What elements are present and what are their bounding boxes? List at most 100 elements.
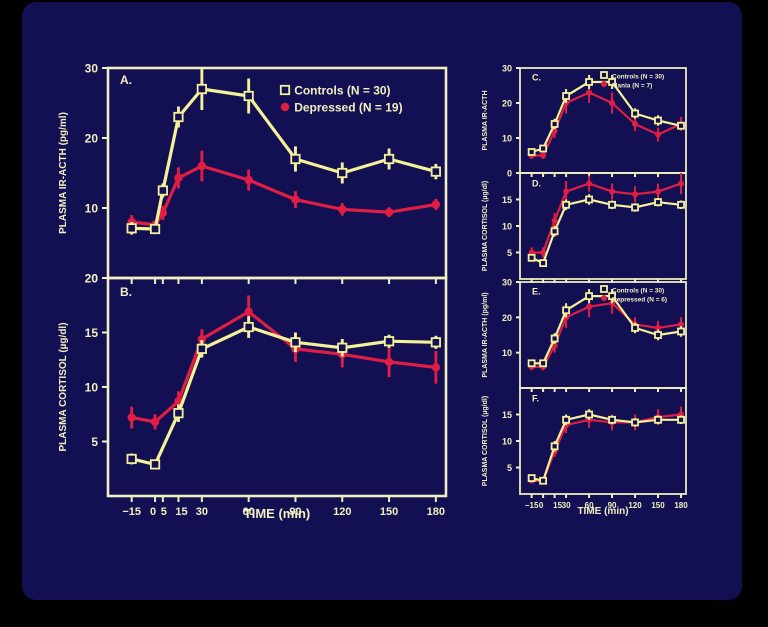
- panel-b-controls-point: [243, 321, 254, 333]
- panel-e-legend-controls-marker: [600, 285, 608, 293]
- panel-e-legend-entry: Controls (N = 30): [612, 287, 664, 294]
- panel-f-ytick-label: 5: [507, 463, 512, 473]
- panel-d-comparison-point: [586, 180, 593, 187]
- panel-c-controls-point: [654, 116, 662, 125]
- panel-c-legend-controls-marker: [600, 71, 608, 79]
- panel-e-controls-point: [562, 306, 570, 315]
- panel-b-ytick-label: 15: [85, 326, 99, 340]
- panel-c-comparison-point: [540, 152, 547, 159]
- panel-c-controls-point: [550, 120, 559, 128]
- panel-f-xtick-label: 15: [553, 501, 562, 510]
- slide-background: [22, 2, 742, 600]
- panel-d-controls-point: [654, 198, 662, 207]
- panel-b-comparison-point: [127, 413, 136, 422]
- panel-a-ytick-label: 30: [85, 62, 99, 76]
- panel-c-label: C.: [532, 73, 541, 83]
- panel-b-ytick-label: 10: [85, 381, 99, 395]
- panel-a-comparison-line: [131, 164, 437, 227]
- panel-b-ytick-label: 5: [91, 435, 98, 449]
- panel-a-label: A.: [120, 73, 132, 87]
- panel-a-ytick-label: 20: [85, 132, 99, 146]
- panel-a-controls-point: [243, 90, 254, 102]
- panel-b-controls-point: [383, 336, 395, 347]
- panel-f-xtick-label: 150: [651, 501, 665, 510]
- panel-d-controls-point: [585, 195, 593, 204]
- panel-c-controls-point: [585, 78, 593, 86]
- panel-d-comparison-point: [632, 191, 639, 198]
- panel-f-xtick-label: 0: [539, 501, 544, 510]
- panel-e-comparison-point: [586, 303, 593, 310]
- panel-d-comparison-point: [609, 188, 616, 195]
- panel-b-controls-point: [430, 337, 441, 348]
- panel-f-controls-point: [585, 410, 593, 419]
- panel-b-comparison-point: [431, 363, 441, 372]
- panel-e-ytick-label: 10: [502, 348, 512, 358]
- panel-a-legend-entry: Controls (N = 30): [294, 84, 390, 98]
- panel-a-controls-point: [290, 153, 301, 165]
- panel-e-ylabel: PLASMA IR-ACTH (pg/ml): [482, 292, 489, 377]
- panel-c-controls-point: [631, 109, 639, 118]
- panel-f-controls-point: [654, 415, 662, 424]
- panel-c-comparison-point: [609, 100, 616, 106]
- panel-a-comparison-point: [384, 208, 394, 217]
- panel-e-comparison-point: [655, 324, 662, 331]
- panel-b-controls-point: [196, 343, 207, 354]
- panel-e-ytick-label: 30: [502, 277, 512, 287]
- panel-b-xtick-label: 30: [196, 506, 208, 518]
- panel-b-xtick-label: 60: [243, 506, 255, 518]
- panel-e-controls-point: [527, 359, 536, 368]
- panel-b-xtick-label: 15: [175, 506, 187, 518]
- panel-e-controls-point: [677, 327, 685, 336]
- panel-a-controls-point: [157, 185, 168, 196]
- panel-a-controls-point: [430, 166, 441, 177]
- panel-b-comparison-point: [244, 307, 253, 316]
- panel-c-ytick-label: 20: [502, 98, 512, 108]
- panel-e-controls-point: [608, 292, 616, 301]
- panel-d-controls-point: [631, 203, 639, 212]
- panel-b-label: B.: [120, 285, 132, 299]
- panel-b-controls-point: [126, 453, 137, 465]
- panel-b-xtick-label: 120: [333, 506, 351, 518]
- panel-e-controls-point: [585, 292, 593, 301]
- panel-b-xtick-label: 0: [150, 506, 156, 518]
- panel-f-xtick-label: 90: [608, 501, 617, 510]
- panel-c-ytick-label: 30: [502, 63, 512, 73]
- panel-d-controls-point: [677, 200, 685, 209]
- panel-b-comparison-point: [150, 417, 160, 427]
- panel-f-ytick-label: 10: [502, 436, 512, 446]
- panel-c-controls-point: [608, 78, 616, 86]
- panel-a-ytick-label: 10: [85, 202, 99, 216]
- panel-a-controls-point: [126, 223, 137, 234]
- panel-b-comparison-point: [384, 357, 394, 367]
- panel-d-comparison-point: [563, 188, 570, 195]
- panel-a-comparison-point: [338, 205, 347, 214]
- panel-a-comparison-point: [158, 208, 168, 218]
- panel-d-controls-point: [539, 259, 548, 268]
- panel-e-ytick-label: 20: [502, 313, 512, 323]
- panel-d-controls-point: [550, 227, 559, 236]
- panel-a-comparison-point: [431, 200, 441, 209]
- panel-d-comparison-point: [678, 180, 685, 187]
- panel-d-ytick-label: 15: [502, 195, 512, 205]
- panel-d-label: D.: [532, 179, 541, 189]
- panel-d-controls-point: [562, 200, 570, 209]
- panel-f-xlabel: TIME (min): [577, 506, 628, 517]
- panel-e-label: E.: [532, 287, 541, 297]
- panel-a-comparison-point: [174, 173, 183, 183]
- panel-a-frame: [106, 66, 448, 280]
- panel-f-xtick-label: 180: [674, 501, 688, 510]
- panel-f-controls-point: [539, 476, 548, 485]
- panel-d-comparison-point: [655, 188, 662, 195]
- panel-f-xtick-label: 30: [562, 501, 571, 510]
- panel-b-xtick-label: 150: [380, 506, 398, 518]
- panel-b-xtick-label: 5: [161, 506, 167, 518]
- panel-a-controls-point: [173, 111, 184, 123]
- panel-f-controls-point: [527, 474, 536, 483]
- panel-a-legend-controls-marker: [279, 84, 291, 96]
- panel-f-controls-point: [677, 415, 685, 424]
- panel-e-comparison-point: [678, 321, 685, 328]
- panel-e-controls-point: [631, 324, 639, 332]
- panel-f-controls-point: [550, 442, 559, 451]
- panel-c-controls-point: [677, 121, 685, 130]
